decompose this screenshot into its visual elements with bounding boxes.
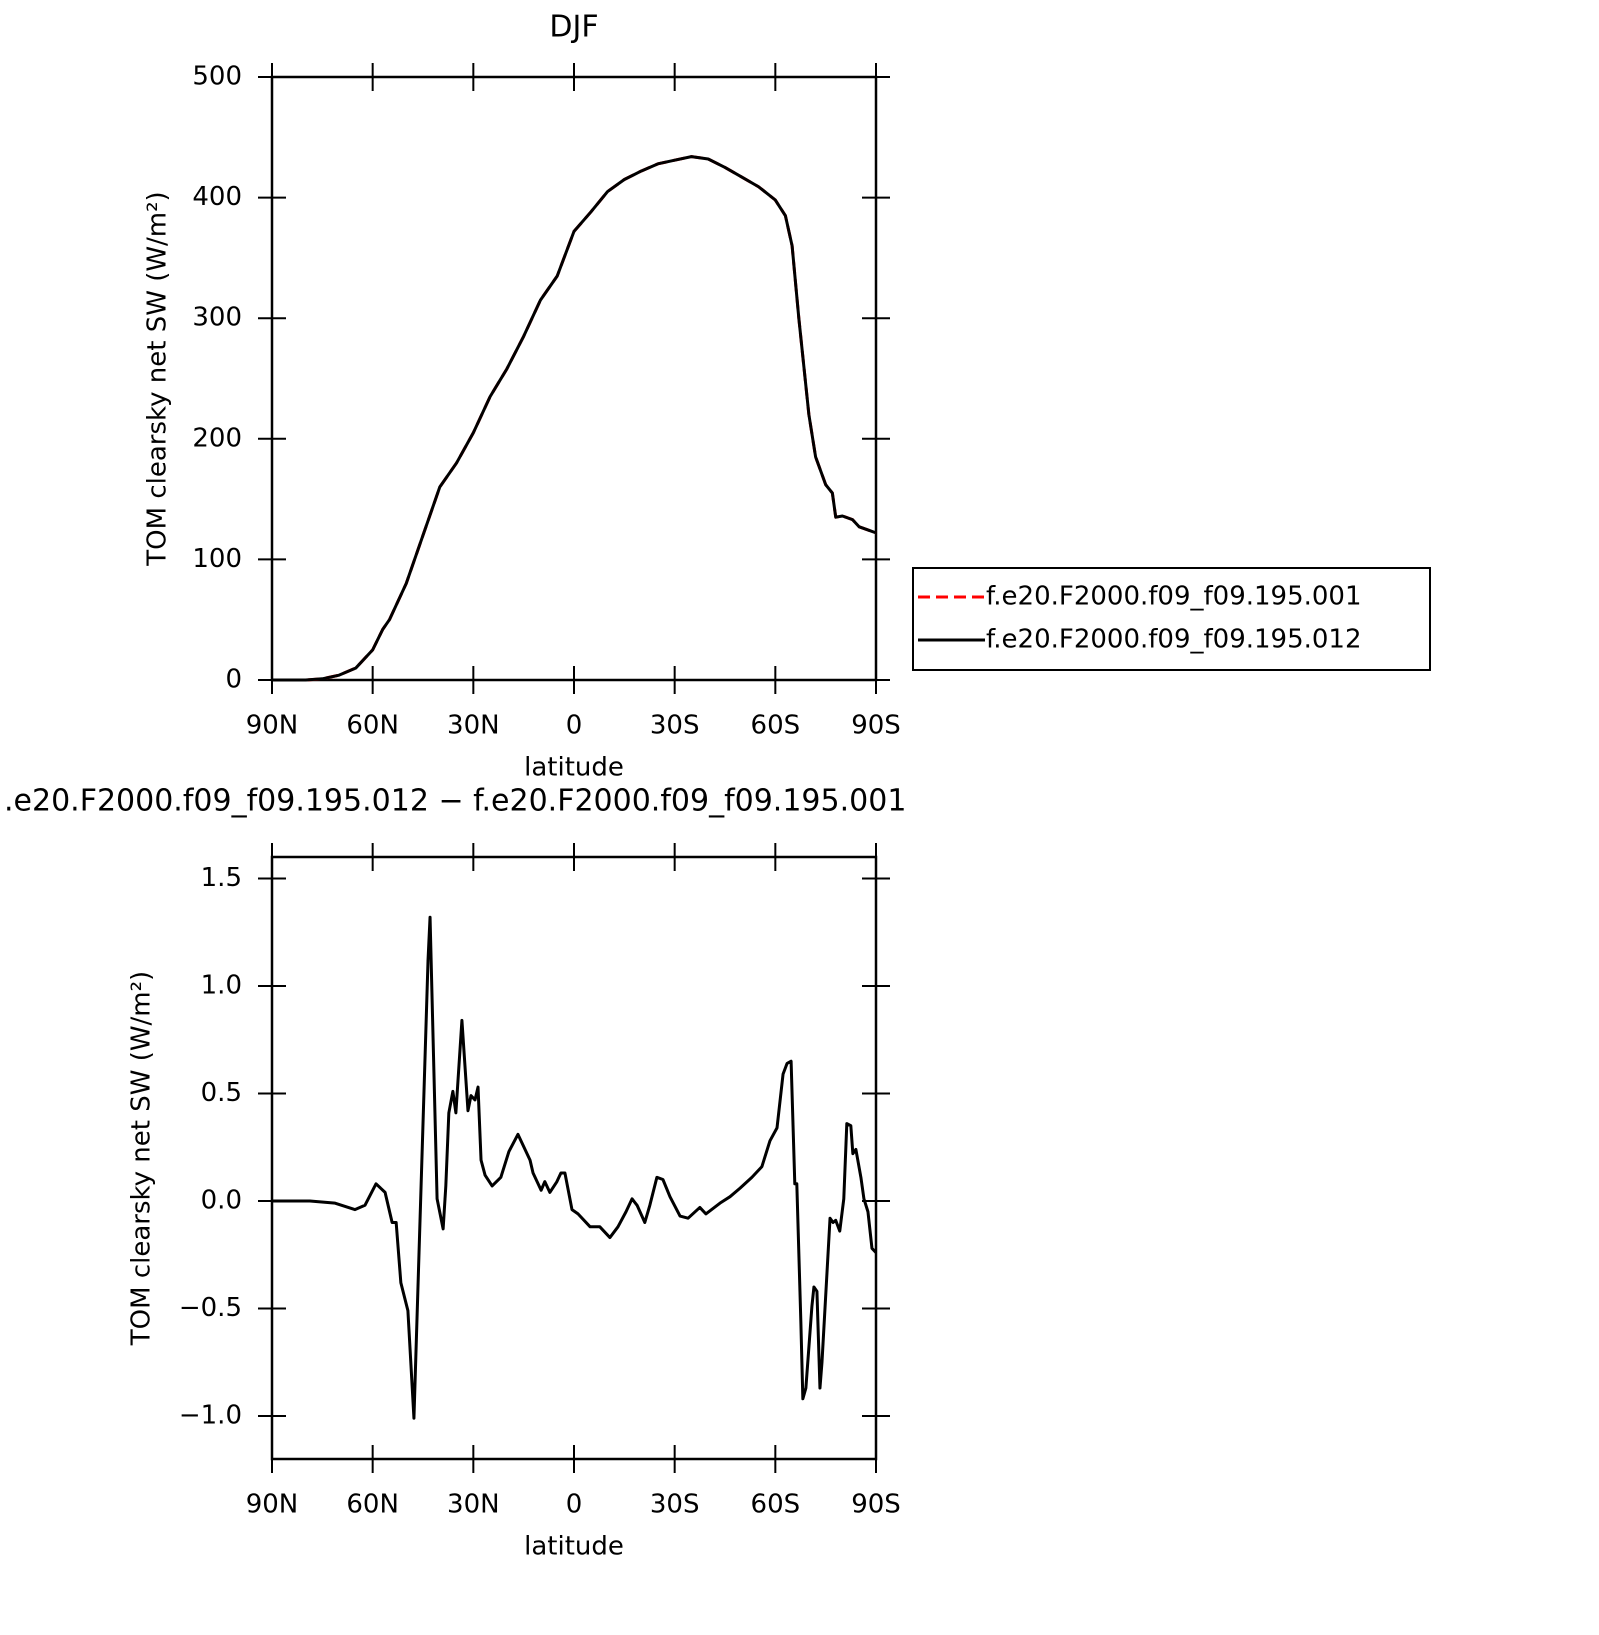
chart-title: DJF (549, 10, 598, 45)
x-tick-label: 90S (851, 711, 901, 741)
x-tick-label: 90S (851, 1490, 901, 1520)
data-line (272, 915, 878, 1420)
chart-title: .e20.F2000.f09_f09.195.012 − f.e20.F2000… (4, 784, 906, 819)
plot-frame (270, 75, 878, 682)
x-tick-label: 30N (447, 711, 500, 741)
x-tick-label: 60N (346, 711, 399, 741)
y-tick-label: 200 (192, 423, 242, 453)
data-line (272, 155, 877, 682)
x-axis-title: latitude (524, 1532, 624, 1562)
x-tick-label: 0 (566, 711, 583, 741)
y-tick-label: 0 (225, 665, 242, 695)
legend-label: f.e20.F2000.f09_f09.195.012 (986, 625, 1362, 655)
x-tick-label: 30N (447, 1490, 500, 1520)
x-tick-label: 90N (246, 1490, 299, 1520)
x-tick-label: 60N (346, 1490, 399, 1520)
x-tick-label: 30S (650, 1490, 700, 1520)
legend-box (912, 567, 1431, 671)
x-tick-label: 90N (246, 711, 299, 741)
x-tick-label: 60S (751, 1490, 801, 1520)
y-tick-label: 300 (192, 303, 242, 333)
y-tick-label: −1.0 (179, 1401, 242, 1431)
x-axis-title: latitude (524, 753, 624, 783)
y-tick-label: 0.0 (201, 1186, 242, 1216)
legend-label: f.e20.F2000.f09_f09.195.001 (986, 582, 1362, 612)
y-tick-label: 500 (192, 62, 242, 92)
y-tick-label: 1.0 (201, 971, 242, 1001)
y-tick-label: 0.5 (201, 1078, 242, 1108)
y-tick-label: 1.5 (201, 863, 242, 893)
y-axis-title: TOM clearsky net SW (W/m²) (127, 971, 157, 1346)
y-tick-label: 400 (192, 182, 242, 212)
y-tick-label: −0.5 (179, 1293, 242, 1323)
y-tick-label: 100 (192, 544, 242, 574)
x-tick-label: 30S (650, 711, 700, 741)
x-tick-label: 0 (566, 1490, 583, 1520)
x-tick-label: 60S (751, 711, 801, 741)
plot-frame (270, 855, 878, 1461)
y-axis-title: TOM clearsky net SW (W/m²) (143, 191, 173, 566)
